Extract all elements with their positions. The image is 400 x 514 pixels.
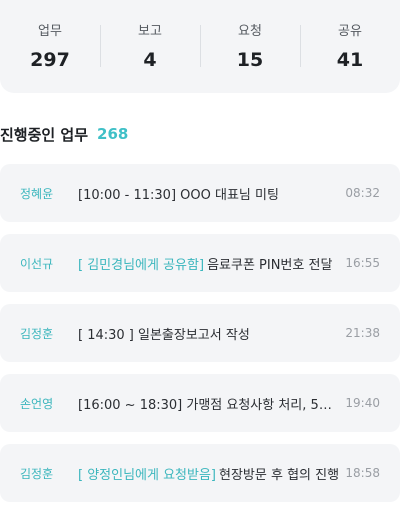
stat-value: 297 <box>30 48 70 71</box>
task-item[interactable]: 김정훈 [ 14:30 ] 일본출장보고서 작성 21:38 <box>0 304 400 362</box>
task-title: [ 양정인님에게 요청받음] 현장방문 후 협의 진행 <box>78 464 342 483</box>
stat-tasks[interactable]: 업무 297 <box>0 0 100 93</box>
task-time: 08:32 <box>345 186 380 200</box>
task-time: 18:58 <box>345 466 380 480</box>
stat-value: 15 <box>236 48 264 71</box>
task-tag: [ 김민경님에게 공유함] <box>78 257 205 273</box>
stats-summary: 업무 297 보고 4 요청 15 공유 41 <box>0 0 400 93</box>
task-assignee: 손언영 <box>20 396 54 411</box>
task-assignee: 정혜윤 <box>20 186 54 201</box>
task-title: [ 김민경님에게 공유함] 음료쿠폰 PIN번호 전달 <box>78 254 342 273</box>
task-text: [ 14:30 ] 일본출장보고서 작성 <box>78 327 250 343</box>
task-title: [ 14:30 ] 일본출장보고서 작성 <box>78 324 342 343</box>
task-title: [16:00 ~ 18:30] 가맹점 요청사항 처리, 5월 정산 <box>78 394 342 413</box>
stat-requests[interactable]: 요청 15 <box>200 0 300 93</box>
section-title: 진행중인 업무 <box>0 125 89 144</box>
section-header: 진행중인 업무 268 <box>0 122 128 146</box>
task-text: 현장방문 후 협의 진행 <box>219 467 340 483</box>
task-item[interactable]: 김정훈 [ 양정인님에게 요청받음] 현장방문 후 협의 진행 18:58 <box>0 444 400 502</box>
task-text: 음료쿠폰 PIN번호 전달 <box>207 257 333 273</box>
task-assignee: 이선규 <box>20 256 54 271</box>
task-item[interactable]: 정혜윤 [10:00 - 11:30] OOO 대표님 미팅 08:32 <box>0 164 400 222</box>
task-text: [16:00 ~ 18:30] 가맹점 요청사항 처리, 5월 정산 <box>78 397 342 413</box>
stat-reports[interactable]: 보고 4 <box>100 0 200 93</box>
task-assignee: 김정훈 <box>20 326 54 341</box>
task-title: [10:00 - 11:30] OOO 대표님 미팅 <box>78 184 342 203</box>
stat-shared[interactable]: 공유 41 <box>300 0 400 93</box>
stat-label: 보고 <box>138 23 162 39</box>
stat-label: 업무 <box>38 23 62 39</box>
stat-value: 4 <box>143 48 157 71</box>
task-item[interactable]: 이선규 [ 김민경님에게 공유함] 음료쿠폰 PIN번호 전달 16:55 <box>0 234 400 292</box>
task-time: 16:55 <box>345 256 380 270</box>
task-item[interactable]: 손언영 [16:00 ~ 18:30] 가맹점 요청사항 처리, 5월 정산 1… <box>0 374 400 432</box>
stat-value: 41 <box>336 48 364 71</box>
task-time: 19:40 <box>345 396 380 410</box>
task-text: [10:00 - 11:30] OOO 대표님 미팅 <box>78 187 279 203</box>
task-list: 정혜윤 [10:00 - 11:30] OOO 대표님 미팅 08:32 이선규… <box>0 164 400 514</box>
stat-label: 요청 <box>238 23 262 39</box>
stat-label: 공유 <box>338 23 362 39</box>
task-time: 21:38 <box>345 326 380 340</box>
task-assignee: 김정훈 <box>20 466 54 481</box>
task-tag: [ 양정인님에게 요청받음] <box>78 467 217 483</box>
section-count: 268 <box>97 125 129 143</box>
